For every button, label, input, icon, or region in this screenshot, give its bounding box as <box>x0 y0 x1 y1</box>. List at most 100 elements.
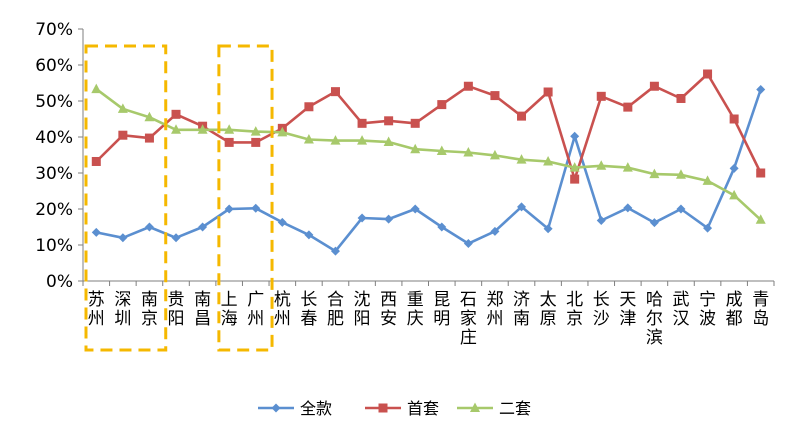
data-point-diamond <box>144 222 154 232</box>
data-point-triangle <box>330 135 341 145</box>
x-category-label: 天津 <box>619 290 636 329</box>
x-category-label: 石家庄 <box>460 290 477 348</box>
legend-item: 全款 <box>258 399 332 418</box>
x-category-char: 武 <box>672 290 689 310</box>
x-category-char: 津 <box>619 309 636 329</box>
data-point-triangle <box>91 83 102 94</box>
x-category-label: 郑州 <box>486 290 503 329</box>
x-category-char: 州 <box>247 309 264 329</box>
x-category-char: 青 <box>752 290 769 310</box>
x-category-char: 京 <box>141 309 158 329</box>
data-point-triangle <box>702 175 713 185</box>
x-category-label: 合肥 <box>327 290 344 329</box>
x-category-label: 重庆 <box>407 290 424 329</box>
x-category-label: 沈阳 <box>354 290 371 329</box>
highlight-box <box>84 44 168 352</box>
data-point-square <box>676 93 686 103</box>
x-category-char: 州 <box>274 309 291 329</box>
data-point-diamond <box>118 233 128 243</box>
x-category-label: 长春 <box>300 290 317 329</box>
data-point-diamond <box>91 227 101 237</box>
legend-label: 首套 <box>407 399 439 418</box>
data-point-triangle <box>463 146 474 157</box>
x-category-label: 苏州 <box>88 290 105 329</box>
x-category-char: 合 <box>327 290 344 310</box>
y-tick-label: 10% <box>35 236 73 256</box>
x-category-char: 杭 <box>274 290 291 310</box>
series-diamond <box>91 84 766 256</box>
x-category-label: 武汉 <box>672 290 689 329</box>
x-category-char: 州 <box>486 309 503 329</box>
data-point-square <box>410 118 420 128</box>
x-category-char: 长 <box>300 290 317 310</box>
data-point-diamond <box>384 214 394 224</box>
legend-label: 二套 <box>499 399 531 418</box>
highlight-boxes <box>84 44 274 352</box>
x-category-label: 宁波 <box>699 290 716 329</box>
data-point-diamond <box>570 131 580 141</box>
data-point-square <box>378 403 388 413</box>
series-square <box>91 69 766 184</box>
y-axis-ticks: 0% 10% 20% 30% 40% 50% 60% 70% <box>35 20 83 292</box>
x-category-char: 昆 <box>433 290 450 310</box>
data-point-triangle <box>543 155 554 166</box>
x-category-char: 岛 <box>752 309 769 329</box>
data-point-diamond <box>517 202 527 212</box>
x-category-label: 成都 <box>726 290 743 329</box>
data-point-square <box>570 174 580 184</box>
data-point-triangle <box>171 124 182 134</box>
series-line <box>96 89 762 253</box>
data-point-square <box>304 102 314 112</box>
x-category-char: 石 <box>460 290 477 310</box>
data-point-square <box>703 69 713 79</box>
x-category-char: 庄 <box>460 328 477 348</box>
x-category-label: 上海 <box>221 290 238 329</box>
x-category-char: 苏 <box>88 290 105 310</box>
data-point-diamond <box>198 222 208 232</box>
y-tick-label: 0% <box>46 272 73 292</box>
data-point-diamond <box>224 204 234 214</box>
data-point-square <box>357 118 367 128</box>
y-tick-label: 70% <box>35 20 73 40</box>
data-point-diamond <box>171 233 181 243</box>
x-category-char: 阳 <box>168 309 185 329</box>
x-category-char: 安 <box>380 309 397 329</box>
y-tick-label: 40% <box>35 128 73 148</box>
data-point-square <box>490 91 500 101</box>
x-category-label: 青岛 <box>752 290 769 329</box>
data-point-triangle <box>144 111 155 122</box>
x-category-label: 长沙 <box>593 290 610 329</box>
y-tick-label: 20% <box>35 200 73 220</box>
data-point-square <box>623 102 633 112</box>
x-category-char: 沙 <box>593 309 610 329</box>
data-point-diamond <box>463 239 473 249</box>
x-category-char: 海 <box>221 309 238 329</box>
data-point-square <box>649 81 659 91</box>
x-axis-categories: 苏州深圳南京贵阳南昌上海广州杭州长春合肥沈阳西安重庆昆明石家庄郑州济南太原北京长… <box>82 281 775 348</box>
data-point-diamond <box>490 226 500 236</box>
data-point-diamond <box>596 216 606 226</box>
x-category-label: 西安 <box>380 290 397 329</box>
data-point-square <box>543 87 553 97</box>
data-point-square <box>330 87 340 97</box>
x-category-char: 庆 <box>407 309 424 329</box>
x-category-char: 郑 <box>486 290 503 310</box>
x-category-label: 南昌 <box>194 290 211 329</box>
x-category-char: 南 <box>194 290 211 310</box>
legend-item: 二套 <box>457 399 531 418</box>
data-point-triangle <box>436 145 447 156</box>
x-category-char: 汉 <box>672 309 689 329</box>
data-point-diamond <box>330 246 340 256</box>
data-point-diamond <box>623 203 633 213</box>
x-category-char: 家 <box>460 309 477 329</box>
x-category-char: 春 <box>300 309 317 329</box>
data-point-triangle <box>675 169 686 179</box>
y-tick-label: 30% <box>35 164 73 184</box>
x-category-label: 杭州 <box>274 290 291 329</box>
x-category-char: 北 <box>566 290 583 310</box>
x-category-char: 上 <box>221 290 238 310</box>
x-category-char: 圳 <box>114 309 131 329</box>
x-category-char: 州 <box>88 309 105 329</box>
x-category-label: 北京 <box>566 290 583 329</box>
